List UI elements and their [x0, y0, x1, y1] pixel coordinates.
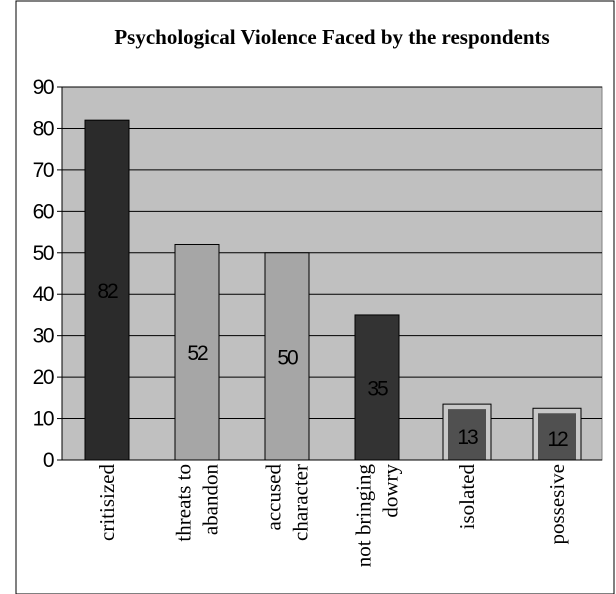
category-label: isolated: [455, 464, 479, 530]
x-axis-category-labels: critisized threats to abandon accused charac…: [95, 464, 569, 568]
category-label: critisized: [95, 464, 119, 541]
bar: [264, 252, 310, 461]
bar: [84, 119, 130, 461]
data-label: 50: [277, 346, 298, 369]
category-label-line: character: [289, 464, 313, 541]
y-tick-label: 60: [33, 200, 54, 223]
y-tick-label: 70: [33, 159, 54, 182]
category-label-line: possesive: [545, 464, 569, 545]
data-label: 12: [547, 428, 568, 451]
bar: [354, 314, 400, 461]
category-label: possesive: [545, 464, 569, 545]
category-label-line: dowry: [379, 464, 403, 518]
category-label-line: threats to: [172, 464, 196, 542]
bar: [448, 409, 486, 460]
category-label-line: critisized: [95, 464, 119, 541]
data-label: 35: [367, 377, 388, 400]
category-label-line: accused: [262, 464, 286, 531]
y-tick-label: 50: [33, 242, 54, 265]
bars: [84, 119, 582, 461]
data-label: 13: [457, 426, 478, 449]
y-tick-label: 10: [33, 408, 54, 431]
bar: [174, 243, 220, 461]
y-tick-label: 40: [33, 283, 54, 306]
y-axis-tick-labels: 0 10 20 30 40 50 60 70 80 90: [33, 76, 56, 472]
category-label: not bringing dowry: [352, 464, 403, 568]
y-tick-label: 90: [33, 76, 54, 99]
plot-area: [61, 86, 603, 461]
category-label-line: isolated: [455, 464, 479, 530]
data-labels: 82 52 50 35 13 12: [97, 280, 570, 451]
category-label-line: abandon: [199, 464, 223, 536]
y-tick-label: 20: [33, 366, 54, 389]
data-label: 52: [187, 342, 208, 365]
category-label: threats to abandon: [172, 464, 223, 542]
bar: [538, 413, 576, 460]
y-tick-label: 80: [33, 117, 54, 140]
category-label: accused character: [262, 464, 313, 541]
gridlines: [57, 86, 602, 461]
y-tick-label: 30: [33, 325, 54, 348]
data-label: 82: [97, 280, 118, 303]
chart-title: Psychological Violence Faced by the resp…: [114, 25, 549, 49]
y-tick-label: 0: [43, 449, 54, 472]
category-label-line: not bringing: [352, 464, 376, 568]
